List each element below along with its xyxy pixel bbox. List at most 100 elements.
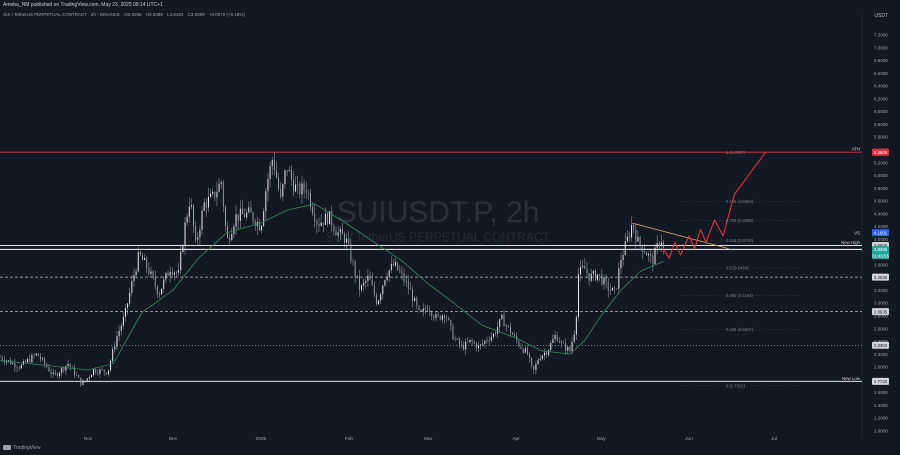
candle-body bbox=[575, 316, 577, 335]
candle-body bbox=[543, 352, 545, 356]
candle-body bbox=[352, 261, 354, 263]
candle-body bbox=[541, 355, 543, 359]
candle-body bbox=[512, 333, 513, 335]
candle-body bbox=[42, 358, 43, 360]
candle-body bbox=[614, 287, 616, 289]
candle-body bbox=[558, 340, 560, 343]
candle-body bbox=[473, 341, 475, 344]
fib-level-label: 0.236 (2.5837) bbox=[726, 327, 754, 332]
candle-body bbox=[112, 349, 114, 362]
candle-body bbox=[293, 179, 294, 192]
y-tick-label: 4.8000 bbox=[874, 186, 888, 191]
price-tag-text: 4.1001 bbox=[874, 230, 888, 235]
candle-body bbox=[35, 353, 37, 356]
candle-body bbox=[416, 298, 418, 306]
candle-body bbox=[312, 207, 314, 214]
candle-body bbox=[229, 238, 231, 241]
candle-body bbox=[412, 289, 414, 302]
price-tag-background bbox=[872, 377, 889, 385]
candle-body bbox=[465, 341, 467, 350]
candle-body bbox=[254, 221, 256, 227]
candle-body bbox=[239, 208, 241, 221]
candle-body bbox=[497, 327, 499, 334]
candle-body bbox=[305, 190, 307, 194]
price-tag-background bbox=[872, 229, 889, 237]
candle-body bbox=[267, 179, 269, 192]
candle-body bbox=[120, 325, 122, 331]
candle-body bbox=[301, 183, 303, 195]
x-tick-label: Dec bbox=[169, 436, 178, 442]
candle-body bbox=[535, 364, 537, 371]
candle-body bbox=[214, 191, 216, 198]
candle-body bbox=[248, 207, 250, 213]
x-tick-label: Jul bbox=[771, 436, 777, 442]
candle-body bbox=[137, 252, 139, 272]
candle-body bbox=[382, 285, 384, 295]
candle-body bbox=[154, 277, 156, 287]
fib-level-label: 0.786 (4.5883) bbox=[726, 199, 754, 204]
x-tick-label: May bbox=[597, 436, 607, 442]
y-tick-label: 7.2000 bbox=[874, 33, 888, 38]
candle-body bbox=[90, 374, 92, 378]
candle-body bbox=[93, 369, 95, 375]
candle-body bbox=[165, 273, 167, 280]
price-tag-text: 2.3363 bbox=[874, 343, 888, 348]
ohlc-low: L3.8193 bbox=[167, 12, 184, 17]
candle-body bbox=[478, 345, 479, 349]
candle-body bbox=[571, 341, 573, 352]
ohlc-high: H3.8389 bbox=[145, 12, 163, 17]
y-tick-label: 6.0000 bbox=[874, 109, 888, 114]
candle-body bbox=[146, 258, 148, 269]
candle-body bbox=[341, 228, 343, 235]
y-tick-label: 3.0000 bbox=[874, 301, 888, 306]
candle-body bbox=[310, 193, 311, 208]
candle-body bbox=[210, 193, 211, 198]
candle-body bbox=[250, 207, 252, 213]
candle-body bbox=[584, 265, 586, 269]
candle-body bbox=[50, 371, 52, 375]
candle-body bbox=[501, 314, 503, 320]
candle-body bbox=[414, 298, 416, 302]
candle-body bbox=[29, 359, 31, 363]
candle-body bbox=[231, 233, 233, 241]
candle-body bbox=[463, 344, 465, 350]
candle-body bbox=[361, 285, 362, 290]
candle-body bbox=[552, 339, 554, 343]
candle-body bbox=[241, 208, 243, 215]
candle-body bbox=[103, 369, 105, 373]
y-tick-label: 4.0000 bbox=[874, 237, 888, 242]
candle-body bbox=[650, 253, 652, 256]
candle-body bbox=[514, 334, 516, 336]
candle-body bbox=[1, 357, 3, 360]
price-tag-text: 3.9000 bbox=[874, 243, 888, 248]
candle-body bbox=[518, 340, 520, 347]
fib-level-label: 0 (1.7021) bbox=[726, 383, 746, 388]
candle-body bbox=[663, 242, 664, 248]
candle-body bbox=[490, 336, 492, 341]
watermark-ticker: SUIUSDT.P, 2h bbox=[337, 196, 540, 229]
y-tick-label: 6.8000 bbox=[874, 58, 888, 63]
candle-body bbox=[73, 367, 75, 376]
y-tick-label: 2.4000 bbox=[874, 339, 888, 344]
candle-body bbox=[563, 342, 565, 344]
chart-header: Ameba_NM published on TradingView.com, M… bbox=[0, 0, 900, 20]
candle-body bbox=[637, 237, 639, 242]
candle-body bbox=[12, 362, 14, 365]
candle-body bbox=[171, 272, 173, 275]
candle-body bbox=[373, 285, 375, 295]
candle-body bbox=[52, 372, 54, 375]
symbol-name[interactable]: SUI / TetherUS PERPETUAL CONTRACT · 2h ·… bbox=[3, 12, 120, 17]
candle-body bbox=[133, 275, 135, 282]
candle-body bbox=[182, 245, 184, 253]
candle-body bbox=[27, 359, 29, 363]
candle-body bbox=[261, 225, 263, 231]
candle-body bbox=[320, 222, 322, 226]
candle-body bbox=[67, 363, 69, 366]
candle-body bbox=[280, 188, 282, 197]
candle-body bbox=[435, 314, 437, 319]
footer: TradingView bbox=[3, 445, 41, 451]
candle-body bbox=[173, 272, 175, 275]
candle-body bbox=[524, 348, 526, 353]
candle-body bbox=[127, 303, 129, 309]
